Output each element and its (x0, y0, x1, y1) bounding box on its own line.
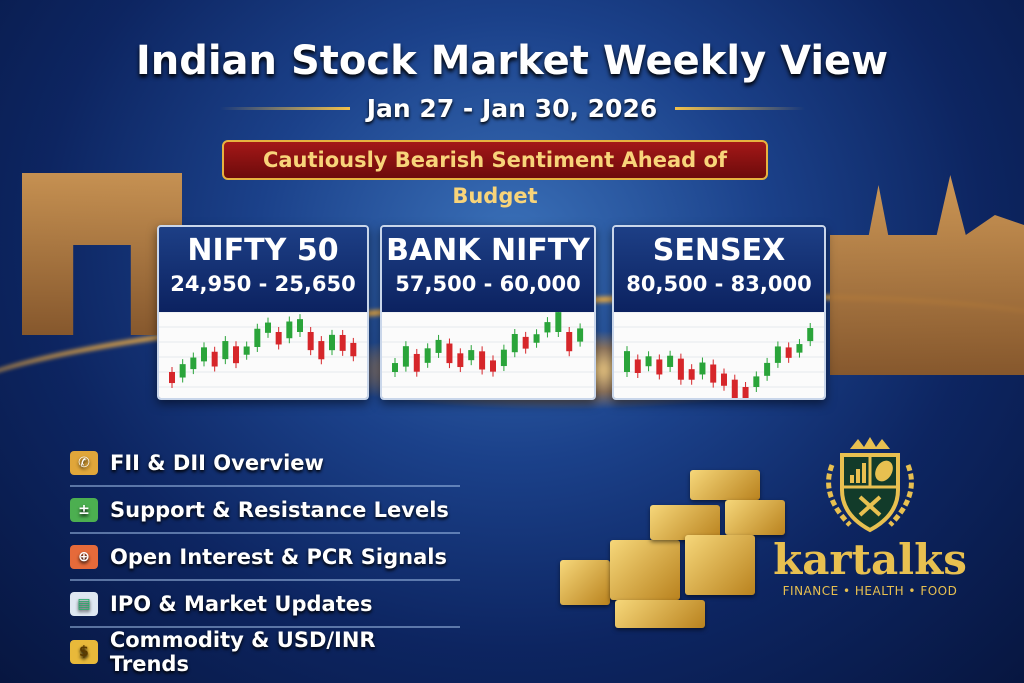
candle-body (265, 322, 271, 333)
candle-body (677, 358, 684, 380)
index-name: SENSEX (652, 233, 786, 268)
candle-body (555, 312, 562, 332)
candle-body (774, 346, 781, 363)
candle-body (329, 334, 335, 351)
date-range: Jan 27 - Jan 30, 2026 (366, 94, 658, 123)
candle-body (243, 346, 250, 355)
brand-tagline: FINANCE • HEALTH • FOOD (782, 584, 958, 598)
candle-body (533, 334, 540, 343)
index-range: 57,500 - 60,000 (395, 272, 581, 296)
candle-body (566, 332, 573, 352)
topic-item: $ Commodity & USD/INR Trends (70, 627, 460, 676)
target-icon: ⊕ (70, 544, 98, 569)
candle-body (796, 344, 803, 353)
topic-item: ± Support & Resistance Levels (70, 487, 460, 534)
candle-body (544, 322, 551, 333)
candle-body (511, 334, 518, 353)
candle-body (190, 357, 197, 370)
brand-name: kartalks (773, 535, 967, 584)
candle-body (764, 362, 771, 376)
candle-body (254, 328, 261, 347)
candle-body (785, 347, 792, 358)
candle-body (742, 387, 749, 398)
sentiment-banner: Cautiously Bearish Sentiment Ahead of Bu… (222, 140, 768, 208)
index-name: BANK NIFTY (386, 233, 590, 268)
candle-body (500, 349, 507, 367)
topic-label: Commodity & USD/INR Trends (109, 627, 376, 676)
candle-body (807, 328, 814, 342)
topic-label: Support & Resistance Levels (110, 497, 449, 522)
index-name: NIFTY 50 (187, 233, 339, 268)
topic-list: ✆ FII & DII Overview ± Support & Resistanc… (70, 440, 460, 676)
crest-icon (826, 437, 914, 533)
candle-body (307, 332, 314, 351)
candle-body (318, 341, 325, 360)
candle-body (339, 334, 346, 351)
candle-body (634, 359, 641, 373)
candle-body (211, 351, 218, 367)
candle-body (169, 372, 175, 384)
candle-body (522, 336, 529, 349)
candle-body (233, 346, 239, 364)
candle-body (350, 342, 357, 357)
index-range: 24,950 - 25,650 (170, 272, 356, 296)
candle-body (490, 360, 496, 372)
candle-body (624, 351, 630, 372)
candle-body (201, 347, 207, 362)
candle-body (297, 319, 303, 332)
candlestick-chart (382, 312, 594, 398)
kartalks-logo: kartalks FINANCE • HEALTH • FOOD (770, 435, 970, 598)
topic-item: ▤ IPO & Market Updates (70, 581, 460, 628)
candlestick-chart (159, 312, 367, 398)
candle-body (479, 351, 486, 370)
candle-body (468, 350, 475, 361)
index-card-banknifty: BANK NIFTY 57,500 - 60,000 (380, 225, 596, 400)
candle-body (275, 332, 282, 345)
money-bag-icon: $ (70, 639, 98, 664)
candle-body (402, 346, 409, 367)
candle-body (179, 364, 186, 378)
candle-body (392, 363, 398, 372)
index-card-nifty50: NIFTY 50 24,950 - 25,650 (157, 225, 369, 400)
topic-label: IPO & Market Updates (110, 591, 373, 616)
candle-body (222, 341, 229, 360)
newspaper-icon: ▤ (70, 591, 98, 616)
candle-body (457, 353, 464, 368)
index-card-sensex: SENSEX 80,500 - 83,000 (612, 225, 826, 400)
topic-item: ✆ FII & DII Overview (70, 440, 460, 487)
ledger-icon: ± (70, 497, 98, 522)
candle-body (753, 376, 760, 387)
page-title: Indian Stock Market Weekly View (135, 38, 889, 84)
index-range: 80,500 - 83,000 (626, 272, 812, 296)
candle-body (710, 364, 717, 383)
candle-body (656, 359, 663, 375)
handshake-icon: ✆ (70, 450, 98, 475)
candle-body (699, 362, 706, 375)
candle-body (413, 353, 420, 372)
candle-body (645, 356, 652, 367)
topic-label: Open Interest & PCR Signals (110, 544, 447, 569)
divider (220, 107, 350, 110)
topic-item: ⊕ Open Interest & PCR Signals (70, 534, 460, 581)
candle-body (721, 373, 727, 386)
candle-body (731, 379, 738, 398)
candle-body (286, 321, 293, 339)
candle-body (435, 339, 442, 353)
candle-body (446, 343, 453, 364)
candle-body (688, 369, 695, 380)
candle-body (667, 355, 674, 367)
candle-body (424, 348, 431, 363)
heritage-building-image (830, 175, 1024, 375)
candle-body (577, 328, 584, 342)
candlestick-chart (614, 312, 824, 398)
topic-label: FII & DII Overview (110, 450, 324, 475)
